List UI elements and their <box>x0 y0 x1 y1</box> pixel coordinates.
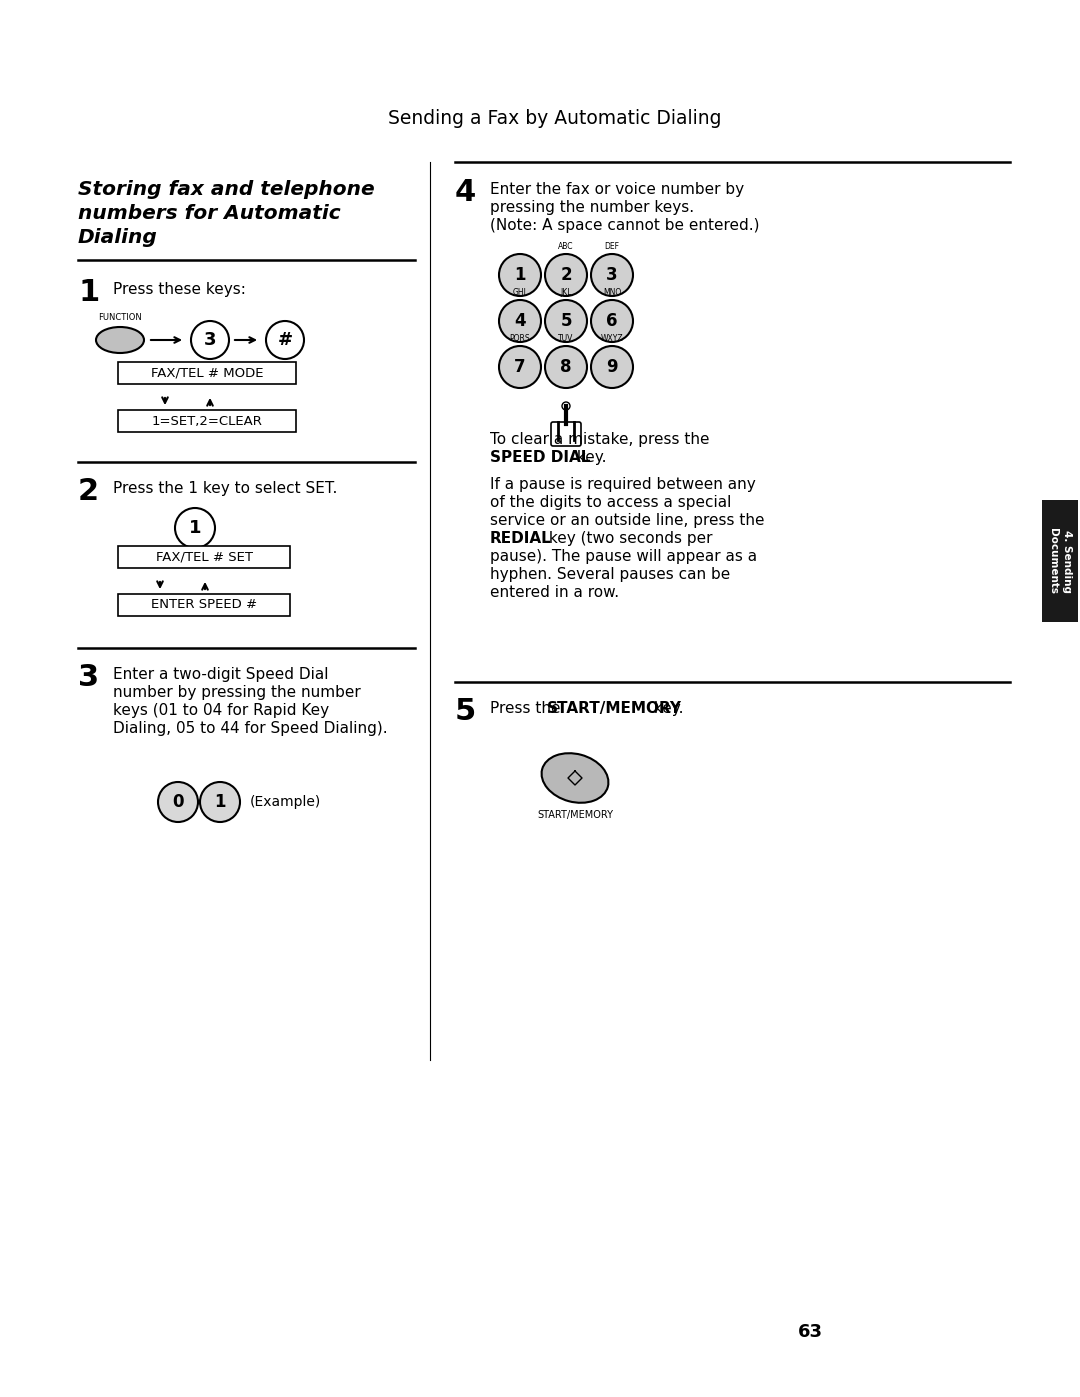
Text: #: # <box>278 331 293 349</box>
Text: 3: 3 <box>606 265 618 284</box>
Text: key.: key. <box>572 450 607 465</box>
Text: Press the: Press the <box>490 701 565 717</box>
FancyBboxPatch shape <box>551 422 581 446</box>
Text: MNO: MNO <box>603 288 621 298</box>
Text: PQRS: PQRS <box>510 334 530 344</box>
Text: key (two seconds per: key (two seconds per <box>544 531 713 546</box>
Circle shape <box>499 254 541 296</box>
Circle shape <box>545 254 588 296</box>
Text: service or an outside line, press the: service or an outside line, press the <box>490 513 765 528</box>
Circle shape <box>562 402 570 409</box>
Text: 1: 1 <box>189 520 201 536</box>
Text: numbers for Automatic: numbers for Automatic <box>78 204 340 224</box>
Circle shape <box>175 509 215 548</box>
Text: 1: 1 <box>78 278 99 307</box>
Text: Sending a Fax by Automatic Dialing: Sending a Fax by Automatic Dialing <box>388 109 721 127</box>
Text: Enter a two-digit Speed Dial: Enter a two-digit Speed Dial <box>113 666 328 682</box>
Text: 5: 5 <box>561 312 571 330</box>
Circle shape <box>266 321 303 359</box>
Text: To clear a mistake, press the: To clear a mistake, press the <box>490 432 710 447</box>
FancyBboxPatch shape <box>118 594 291 616</box>
Circle shape <box>191 321 229 359</box>
Text: ENTER SPEED #: ENTER SPEED # <box>151 598 257 612</box>
Text: 7: 7 <box>514 358 526 376</box>
Text: 0: 0 <box>172 793 184 812</box>
Text: hyphen. Several pauses can be: hyphen. Several pauses can be <box>490 567 730 583</box>
Text: 1: 1 <box>214 793 226 812</box>
Text: key.: key. <box>649 701 684 717</box>
Circle shape <box>591 254 633 296</box>
Text: Dialing, 05 to 44 for Speed Dialing).: Dialing, 05 to 44 for Speed Dialing). <box>113 721 388 736</box>
Text: Enter the fax or voice number by: Enter the fax or voice number by <box>490 182 744 197</box>
Circle shape <box>545 346 588 388</box>
Circle shape <box>545 300 588 342</box>
Text: of the digits to access a special: of the digits to access a special <box>490 495 731 510</box>
Text: 3: 3 <box>78 664 99 692</box>
Text: START/MEMORY: START/MEMORY <box>537 810 613 820</box>
Text: (Note: A space cannot be entered.): (Note: A space cannot be entered.) <box>490 218 759 233</box>
Text: If a pause is required between any: If a pause is required between any <box>490 476 756 492</box>
Text: 2: 2 <box>78 476 99 506</box>
Text: Press the 1 key to select SET.: Press the 1 key to select SET. <box>113 481 337 496</box>
FancyBboxPatch shape <box>118 546 291 569</box>
Circle shape <box>499 300 541 342</box>
Circle shape <box>499 346 541 388</box>
Circle shape <box>591 300 633 342</box>
Text: 3: 3 <box>204 331 216 349</box>
Text: START/MEMORY: START/MEMORY <box>546 701 681 717</box>
Text: GHI: GHI <box>513 288 527 298</box>
Text: 4: 4 <box>514 312 526 330</box>
Text: TUV: TUV <box>558 334 573 344</box>
FancyBboxPatch shape <box>118 362 296 384</box>
Text: FUNCTION: FUNCTION <box>98 313 141 321</box>
Circle shape <box>591 346 633 388</box>
Text: 8: 8 <box>561 358 571 376</box>
FancyBboxPatch shape <box>1042 500 1078 622</box>
Text: JKL: JKL <box>561 288 571 298</box>
Text: 9: 9 <box>606 358 618 376</box>
Text: 4: 4 <box>455 177 476 207</box>
Text: keys (01 to 04 for Rapid Key: keys (01 to 04 for Rapid Key <box>113 703 329 718</box>
Text: DEF: DEF <box>605 242 620 251</box>
Text: Press these keys:: Press these keys: <box>113 282 246 298</box>
Text: entered in a row.: entered in a row. <box>490 585 619 599</box>
Circle shape <box>200 782 240 821</box>
Text: pause). The pause will appear as a: pause). The pause will appear as a <box>490 549 757 564</box>
Text: 63: 63 <box>797 1323 823 1341</box>
Text: Dialing: Dialing <box>78 228 158 247</box>
Text: SPEED DIAL: SPEED DIAL <box>490 450 591 465</box>
Text: FAX/TEL # SET: FAX/TEL # SET <box>156 550 253 563</box>
FancyBboxPatch shape <box>118 409 296 432</box>
Text: 4. Sending
Documents: 4. Sending Documents <box>1049 528 1071 594</box>
Circle shape <box>158 782 198 821</box>
Text: ABC: ABC <box>558 242 573 251</box>
Text: number by pressing the number: number by pressing the number <box>113 685 361 700</box>
Text: Storing fax and telephone: Storing fax and telephone <box>78 180 375 198</box>
Text: 1: 1 <box>514 265 526 284</box>
Text: 6: 6 <box>606 312 618 330</box>
Text: (Example): (Example) <box>249 795 321 809</box>
Ellipse shape <box>96 327 144 353</box>
Text: REDIAL: REDIAL <box>490 531 552 546</box>
Text: 5: 5 <box>455 697 476 726</box>
Text: pressing the number keys.: pressing the number keys. <box>490 200 694 215</box>
Text: FAX/TEL # MODE: FAX/TEL # MODE <box>151 366 264 380</box>
Text: WXYZ: WXYZ <box>600 334 623 344</box>
Text: 2: 2 <box>561 265 571 284</box>
Ellipse shape <box>541 753 608 803</box>
Text: 1=SET,2=CLEAR: 1=SET,2=CLEAR <box>151 415 262 427</box>
